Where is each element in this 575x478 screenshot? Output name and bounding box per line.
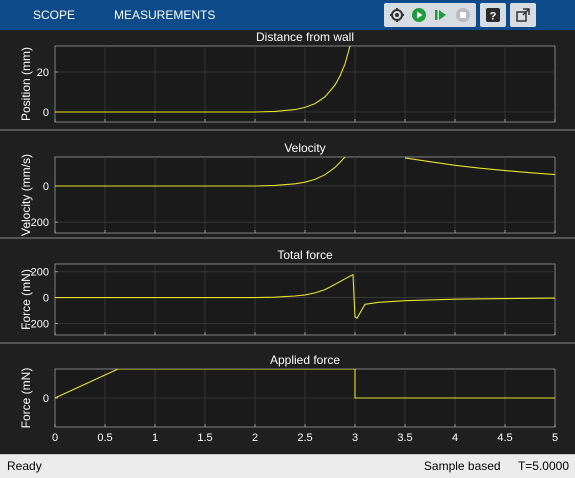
x-tick-label: 0 [52, 432, 58, 444]
y-tick-label: 0 [43, 293, 49, 305]
y-axis-label: Velocity (mm/s) [19, 154, 33, 236]
status-bar: Ready Sample based T=5.0000 [0, 454, 575, 478]
run-icon[interactable] [408, 4, 430, 26]
help-group: ? [480, 3, 506, 27]
y-tick-label: -200 [27, 318, 49, 330]
settings-icon[interactable] [386, 4, 408, 26]
status-right: Sample based T=5.0000 [410, 459, 569, 473]
scope-panel-1: 0 20 Distance from wall Position (mm) [19, 30, 556, 123]
y-tick-label: 0 [43, 107, 49, 119]
panel-title: Applied force [270, 353, 340, 367]
x-tick-label: 5 [552, 432, 558, 444]
panel-title: Distance from wall [256, 30, 354, 44]
y-tick-label: 20 [37, 67, 49, 79]
step-forward-icon[interactable] [430, 4, 452, 26]
toolstrip: SCOPE MEASUREMENTS ? [0, 0, 575, 30]
y-axis-label: Position (mm) [19, 47, 33, 121]
x-tick-label: 3.5 [397, 432, 412, 444]
panel-title: Total force [277, 248, 333, 262]
y-tick-label: -200 [27, 217, 49, 229]
x-tick-label: 2.5 [297, 432, 312, 444]
signal-trace [55, 157, 346, 187]
x-tick-label: 1.5 [197, 432, 212, 444]
toolbar: ? [384, 2, 572, 28]
signal-trace [55, 273, 555, 319]
panel-title: Velocity [284, 141, 325, 155]
scope-panel-3: -200 0 200 Total force Force (mN) [19, 248, 556, 336]
tab-scope[interactable]: SCOPE [33, 8, 76, 22]
stop-icon[interactable] [452, 4, 474, 26]
signal-trace [55, 369, 555, 399]
x-tick-label: 2 [252, 432, 258, 444]
scope-panel-4: 0 Applied force Force (mN) 0 0.5 1 1.5 2 2.5 3 3.5… [19, 353, 558, 444]
simulation-time: T=5.0000 [517, 459, 569, 473]
help-icon[interactable]: ? [482, 4, 504, 26]
scope-panel-2: -200 0 Velocity Velocity (mm/s) [19, 141, 556, 236]
svg-text:?: ? [490, 11, 497, 23]
x-tick-label: 3 [352, 432, 358, 444]
signal-trace [55, 46, 351, 113]
undock-group [510, 3, 536, 27]
y-axis-label: Force (mN) [19, 269, 33, 330]
x-tick-label: 4 [452, 432, 458, 444]
y-axis-label: Force (mN) [19, 368, 33, 429]
x-tick-label: 0.5 [97, 432, 112, 444]
x-tick-label: 1 [152, 432, 158, 444]
simulation-controls [384, 3, 476, 27]
y-tick-label: 0 [43, 181, 49, 193]
x-tick-label: 4.5 [497, 432, 512, 444]
y-tick-label: 0 [43, 393, 49, 405]
undock-icon[interactable] [512, 4, 534, 26]
signal-trace [404, 157, 555, 176]
sample-mode-label: Sample based [423, 459, 501, 473]
tab-measurements[interactable]: MEASUREMENTS [114, 8, 216, 22]
status-text: Ready [7, 459, 42, 473]
y-tick-label: 200 [31, 267, 49, 279]
